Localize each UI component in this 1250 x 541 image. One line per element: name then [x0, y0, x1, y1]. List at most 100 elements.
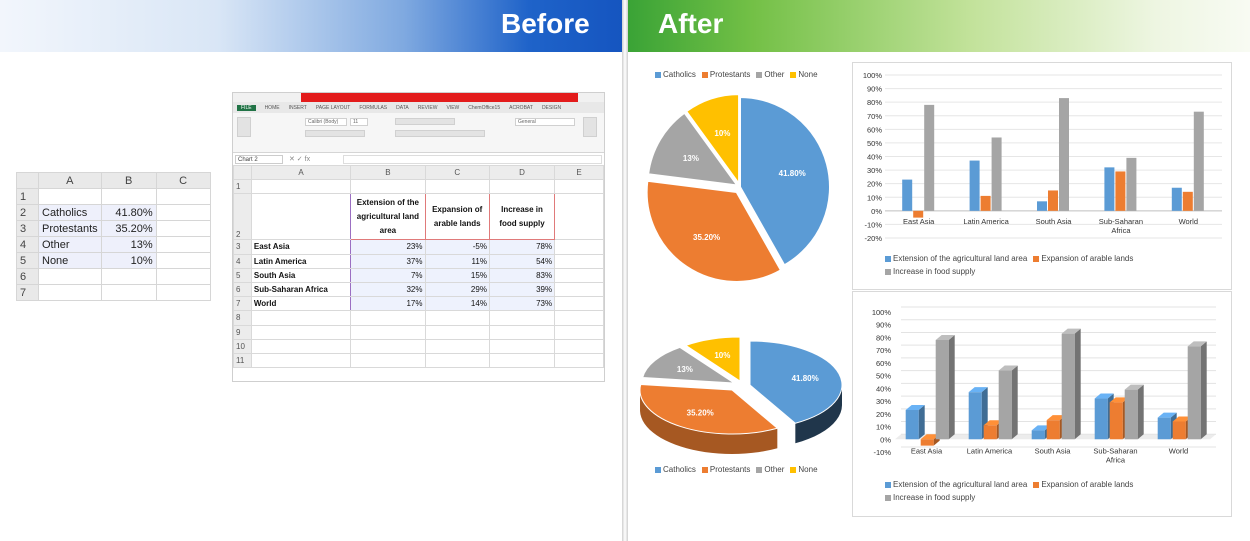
empty-cell[interactable]: [554, 281, 604, 298]
grid-corner[interactable]: [233, 164, 252, 181]
row-number[interactable]: 4: [16, 236, 39, 253]
font-style-buttons[interactable]: [305, 130, 365, 137]
ribbon-tab[interactable]: INSERT: [288, 104, 307, 111]
sheet-corner[interactable]: [16, 172, 39, 189]
ribbon-tab[interactable]: PAGE LAYOUT: [315, 104, 351, 111]
label-cell[interactable]: None: [38, 252, 102, 269]
row-number[interactable]: 3: [16, 220, 39, 237]
column-heading-cell[interactable]: Extension of the agricultural land area: [350, 193, 426, 241]
empty-cell[interactable]: [155, 236, 211, 253]
value-cell[interactable]: 83%: [488, 267, 556, 283]
empty-cell[interactable]: [250, 338, 352, 354]
empty-cell[interactable]: [554, 267, 604, 283]
font-size-select[interactable]: 11: [350, 118, 368, 126]
region-cell[interactable]: East Asia: [250, 239, 352, 255]
label-cell[interactable]: [38, 284, 102, 301]
row-number[interactable]: 1: [16, 188, 39, 205]
value-cell[interactable]: 37%: [350, 253, 426, 269]
row-number[interactable]: 1: [233, 179, 252, 195]
empty-cell[interactable]: [424, 352, 490, 369]
column-heading-cell[interactable]: Expansion of arable lands: [424, 193, 490, 241]
region-cell[interactable]: South Asia: [250, 267, 352, 283]
ribbon-tab[interactable]: REVIEW: [417, 104, 438, 111]
col-header[interactable]: B: [350, 164, 426, 181]
col-header[interactable]: A: [250, 164, 352, 181]
empty-cell[interactable]: [350, 352, 426, 369]
empty-cell[interactable]: [554, 338, 604, 354]
empty-cell[interactable]: [155, 252, 211, 269]
empty-cell[interactable]: [424, 324, 490, 340]
ribbon-tab[interactable]: VIEW: [446, 104, 460, 111]
value-cell[interactable]: 14%: [424, 296, 490, 312]
row-number[interactable]: 2: [233, 193, 252, 241]
value-cell[interactable]: 73%: [488, 296, 556, 312]
value-cell[interactable]: 13%: [100, 236, 157, 253]
value-cell[interactable]: [100, 284, 157, 301]
row-number[interactable]: 8: [233, 310, 252, 326]
empty-cell[interactable]: [155, 284, 211, 301]
alignment-buttons[interactable]: [395, 118, 455, 125]
value-cell[interactable]: -5%: [424, 239, 490, 255]
empty-cell[interactable]: [554, 239, 604, 255]
empty-cell[interactable]: [554, 253, 604, 269]
conditional-format-icon[interactable]: [583, 117, 597, 137]
value-cell[interactable]: 54%: [488, 253, 556, 269]
column-heading-cell[interactable]: Increase in food supply: [488, 193, 556, 241]
name-box[interactable]: Chart 2: [235, 155, 283, 164]
region-cell[interactable]: World: [250, 296, 352, 312]
row-number[interactable]: 4: [233, 253, 252, 269]
row-number[interactable]: 2: [16, 204, 39, 221]
value-cell[interactable]: 11%: [424, 253, 490, 269]
empty-cell[interactable]: [488, 310, 556, 326]
value-cell[interactable]: [100, 268, 157, 285]
excel-grid[interactable]: A B C D E 1 2 Extension of the agricultu…: [233, 164, 604, 369]
tab-file[interactable]: FILE: [237, 104, 256, 111]
col-header[interactable]: D: [488, 164, 556, 181]
value-cell[interactable]: 7%: [350, 267, 426, 283]
value-cell[interactable]: 15%: [424, 267, 490, 283]
empty-cell[interactable]: [554, 310, 604, 326]
formula-input[interactable]: [343, 155, 602, 164]
label-cell[interactable]: [38, 268, 102, 285]
row-number[interactable]: 7: [16, 284, 39, 301]
empty-cell[interactable]: [155, 220, 211, 237]
row-number[interactable]: 9: [233, 324, 252, 340]
label-cell[interactable]: Catholics: [38, 204, 102, 221]
row-number[interactable]: 11: [233, 352, 252, 369]
value-cell[interactable]: 41.80%: [100, 204, 157, 221]
value-cell[interactable]: [100, 188, 157, 205]
row-number[interactable]: 5: [16, 252, 39, 269]
empty-cell[interactable]: [250, 352, 352, 369]
ribbon-tab[interactable]: DESIGN: [541, 104, 562, 111]
empty-cell[interactable]: [350, 310, 426, 326]
empty-cell[interactable]: [554, 296, 604, 312]
ribbon-tab[interactable]: ACROBAT: [509, 104, 533, 111]
empty-cell[interactable]: [155, 204, 211, 221]
value-cell[interactable]: 17%: [350, 296, 426, 312]
row-number[interactable]: 10: [233, 338, 252, 354]
col-header[interactable]: B: [100, 172, 157, 189]
value-cell[interactable]: 35.20%: [100, 220, 157, 237]
empty-cell[interactable]: [488, 338, 556, 354]
empty-cell[interactable]: [554, 352, 604, 369]
fx-icon[interactable]: ✕ ✓ fx: [289, 156, 311, 163]
number-format-select[interactable]: General: [515, 118, 575, 126]
font-name-select[interactable]: Calibri (Body): [305, 118, 347, 126]
paste-icon[interactable]: [237, 117, 251, 137]
empty-cell[interactable]: [350, 338, 426, 354]
row-number[interactable]: 6: [16, 268, 39, 285]
region-cell[interactable]: Sub-Saharan Africa: [250, 281, 352, 298]
region-cell[interactable]: Latin America: [250, 253, 352, 269]
value-cell[interactable]: 32%: [350, 281, 426, 298]
empty-cell[interactable]: [250, 310, 352, 326]
empty-cell[interactable]: [155, 268, 211, 285]
empty-cell[interactable]: [554, 324, 604, 340]
ribbon-tab[interactable]: HOME: [264, 104, 280, 111]
row-number[interactable]: 5: [233, 267, 252, 283]
value-cell[interactable]: 78%: [488, 239, 556, 255]
empty-cell[interactable]: [488, 324, 556, 340]
label-cell[interactable]: Protestants: [38, 220, 102, 237]
value-cell[interactable]: 29%: [424, 281, 490, 298]
col-header[interactable]: C: [424, 164, 490, 181]
row-number[interactable]: 7: [233, 296, 252, 312]
